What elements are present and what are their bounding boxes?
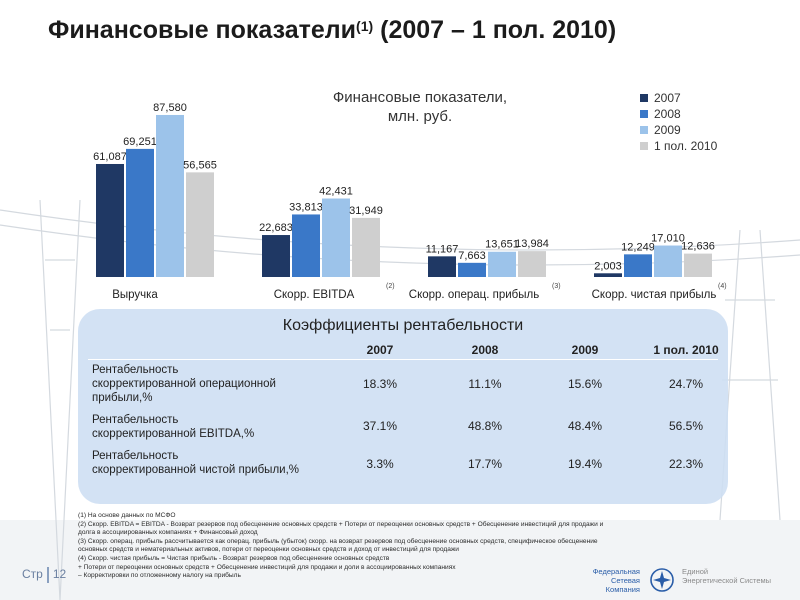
- footnote: – Корректировки по отложенному налогу на…: [78, 572, 241, 580]
- data-label: 13,651: [485, 239, 519, 251]
- data-label: 2,003: [594, 260, 622, 272]
- company-emblem-icon: [650, 568, 674, 592]
- table-header-year: 2007: [366, 343, 394, 357]
- data-label: 17,010: [651, 233, 685, 245]
- table-cell: 22.3%: [668, 457, 704, 471]
- bar: [186, 172, 214, 277]
- bar: [96, 163, 124, 277]
- legend-swatch: [640, 126, 648, 134]
- table-cell: 3.3%: [366, 457, 394, 471]
- data-label: 56,565: [183, 159, 217, 171]
- legend-label: 1 пол. 2010: [654, 139, 718, 153]
- legend-label: 2007: [654, 91, 681, 105]
- data-label: 33,813: [289, 201, 323, 213]
- bar: [594, 273, 622, 277]
- bar: [322, 198, 350, 277]
- table-cell: 37.1%: [362, 419, 398, 433]
- table-row-label: Рентабельность скорректированной EBITDA,…: [92, 414, 255, 440]
- category-footnote-ref: (3): [552, 283, 561, 290]
- legend-item: 2008: [640, 106, 717, 122]
- table-cell: 11.1%: [468, 377, 502, 391]
- legend-swatch: [640, 142, 648, 150]
- category-footnote-ref: (4): [718, 283, 727, 290]
- bar: [352, 217, 380, 277]
- legend-swatch: [640, 94, 648, 102]
- bar: [488, 251, 516, 277]
- table-cell: 48.8%: [467, 419, 503, 433]
- table-row-label: Рентабельность скорректированной чистой …: [92, 450, 299, 476]
- data-label: 11,167: [426, 243, 459, 255]
- data-label: 13,984: [515, 238, 549, 250]
- table-cell: 19.4%: [567, 457, 603, 471]
- bar: [126, 148, 154, 277]
- data-label: 12,249: [621, 241, 655, 253]
- table-cell: 56.5%: [668, 419, 704, 433]
- data-label: 87,580: [153, 102, 187, 114]
- category-footnote-ref: (2): [386, 283, 395, 290]
- table-title: Коэффициенты рентабельности: [282, 317, 524, 334]
- category-label: Скорр. операц. прибыль: [409, 289, 539, 301]
- table-header-year: 2009: [571, 343, 599, 357]
- footnote: (1) На основе данных по МСФО: [78, 512, 176, 519]
- table-divider: [88, 359, 718, 360]
- footnote: долга в ассоциированных компаниях + Фина…: [78, 529, 258, 537]
- table-cell: 18.3%: [362, 377, 398, 391]
- legend-item: 2007: [640, 90, 717, 106]
- bar: [262, 235, 290, 277]
- profitability-table: Коэффициенты рентабельности 2007 2008 20…: [78, 309, 728, 504]
- legend-item: 2009: [640, 122, 717, 138]
- table-header-year: 2008: [471, 343, 499, 357]
- legend-label: 2009: [654, 123, 681, 137]
- table-header-year: 1 пол. 2010: [653, 343, 719, 357]
- bar: [458, 262, 486, 277]
- legend-swatch: [640, 110, 648, 118]
- footnote: + Потери от переоценки основных средств …: [78, 563, 456, 571]
- category-label: Скорр. чистая прибыль: [592, 289, 717, 301]
- table-cell: 24.7%: [668, 377, 704, 391]
- bar: [156, 114, 184, 278]
- table-row-label: Рентабельность скорректированной операци…: [92, 364, 276, 404]
- legend-label: 2008: [654, 107, 681, 121]
- category-label: Скорр. EBITDA: [274, 289, 355, 301]
- footnote: (3) Скорр. операц. прибыль рассчитываетс…: [78, 537, 598, 545]
- page-title: Финансовые показатели(1) (2007 – 1 пол. …: [48, 16, 617, 44]
- chart-title: Финансовые показатели, млн. руб.: [332, 89, 508, 125]
- bar: [428, 256, 456, 277]
- data-label: 12,636: [681, 241, 715, 253]
- data-label: 22,683: [259, 222, 293, 234]
- bar: [684, 253, 712, 277]
- data-label: 31,949: [349, 205, 383, 217]
- table-cell: 48.4%: [567, 419, 603, 433]
- bar: [654, 245, 682, 277]
- fsk-logo-text: Федеральная Сетевая Компания: [592, 567, 640, 594]
- page-number: Стр 12: [22, 567, 67, 583]
- data-label: 7,663: [458, 250, 486, 262]
- chart-legend: 2007 2008 2009 1 пол. 2010: [640, 90, 717, 154]
- data-label: 42,431: [319, 186, 353, 198]
- footnotes: (1) На основе данных по МСФО (2) Скорр. …: [78, 512, 768, 581]
- ees-logo-text: Единой Энергетической Системы: [682, 567, 772, 585]
- category-label: Выручка: [112, 289, 158, 301]
- data-label: 61,087: [93, 151, 127, 163]
- footnote: (4) Скорр. чистая прибыль = Чистая прибы…: [78, 554, 390, 562]
- table-cell: 15.6%: [567, 377, 603, 391]
- bar: [292, 214, 320, 277]
- data-label: 69,251: [123, 136, 157, 148]
- table-cell: 17.7%: [467, 457, 503, 471]
- footnote: (2) Скорр. EBITDA = EBITDA - Возврат рез…: [78, 520, 604, 528]
- bar: [624, 254, 652, 277]
- bar: [518, 251, 546, 277]
- legend-item: 1 пол. 2010: [640, 138, 717, 154]
- footnote: основных средств и нематериальных активо…: [78, 546, 459, 554]
